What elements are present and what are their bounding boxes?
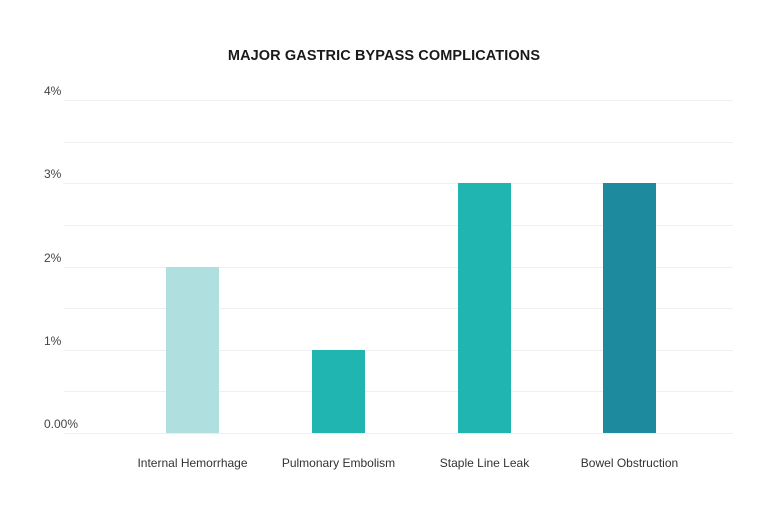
chart-title: MAJOR GASTRIC BYPASS COMPLICATIONS (227, 48, 541, 64)
plot-area (64, 100, 733, 434)
gridline (64, 349, 733, 351)
gridline (64, 308, 733, 310)
x-tick-label: Staple Line Leak (439, 456, 530, 470)
y-tick-label: 2% (44, 250, 62, 265)
bar-bowel-obstruction[interactable] (603, 183, 656, 433)
gridline (64, 100, 733, 101)
x-tick-label: Internal Hemorrhage (137, 456, 248, 470)
bar-staple-line-leak[interactable] (458, 183, 511, 433)
x-tick-label: Pulmonary Embolism (281, 456, 396, 470)
gridline (64, 391, 733, 393)
bar-pulmonary-embolism[interactable] (312, 349, 365, 433)
gridline (64, 433, 733, 434)
gridline (64, 141, 733, 143)
bar-internal-hemorrhage[interactable] (166, 266, 219, 433)
y-tick-label: 4% (44, 84, 62, 98)
y-tick-label: 1% (44, 333, 62, 348)
y-tick-label: 0.00% (44, 417, 79, 431)
gridline (64, 266, 733, 268)
gridline (64, 224, 733, 226)
x-tick-label: Bowel Obstruction (580, 456, 679, 470)
gridline (64, 183, 733, 185)
y-tick-label: 3% (44, 167, 62, 182)
